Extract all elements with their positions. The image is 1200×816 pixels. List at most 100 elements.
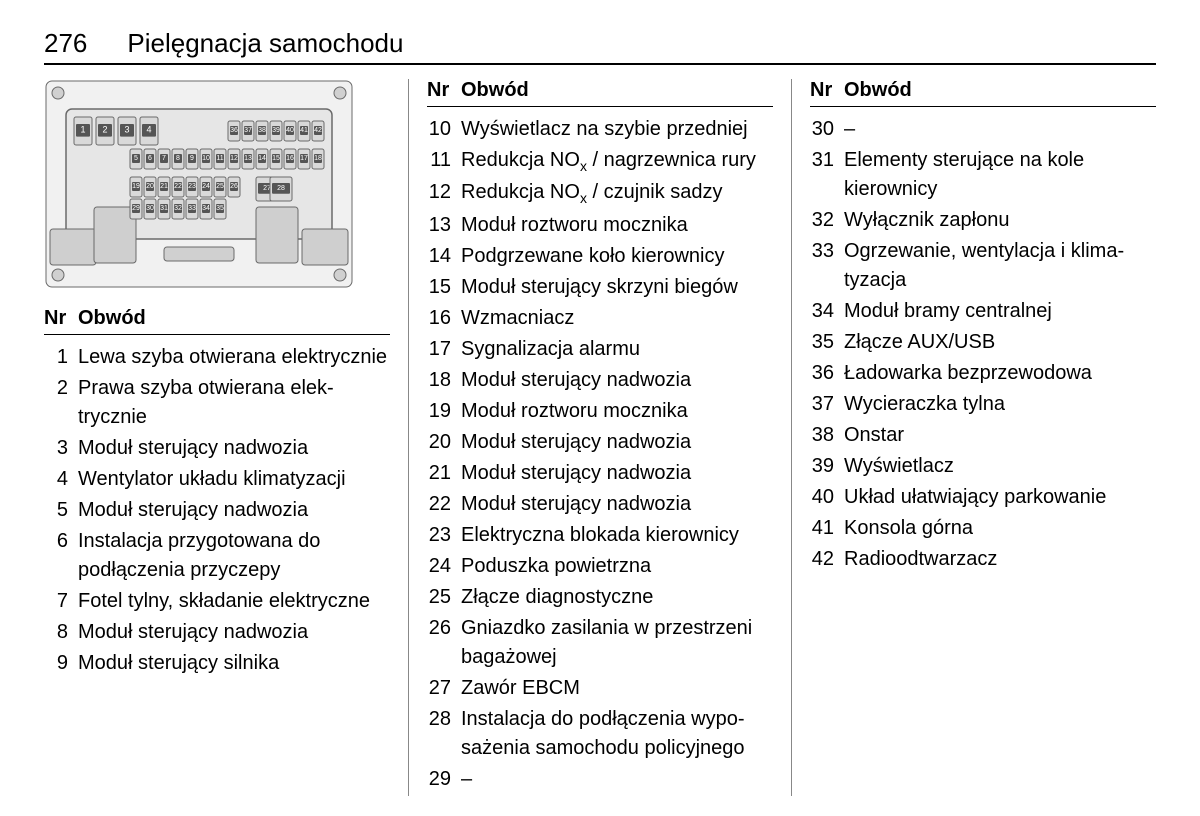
header-nr: Nr (427, 79, 461, 102)
row-number: 24 (427, 552, 461, 581)
row-description: – (461, 765, 773, 794)
row-number: 1 (44, 343, 78, 372)
svg-text:3: 3 (124, 124, 129, 134)
svg-text:9: 9 (190, 155, 194, 162)
table-row: 27Zawór EBCM (427, 674, 773, 703)
row-description: Moduł bramy centralnej (844, 297, 1156, 326)
table-row: 5Moduł sterujący nadwozia (44, 496, 390, 525)
svg-text:25: 25 (216, 183, 224, 190)
table-row: 21Moduł sterujący nadwozia (427, 459, 773, 488)
svg-text:26: 26 (230, 183, 238, 190)
row-number: 41 (810, 514, 844, 543)
svg-text:8: 8 (176, 155, 180, 162)
svg-text:14: 14 (258, 155, 266, 162)
table-row: 15Moduł sterujący skrzyni biegów (427, 273, 773, 302)
table-row: 33Ogrzewanie, wentylacja i klima­tyzacja (810, 237, 1156, 295)
svg-text:23: 23 (188, 183, 196, 190)
table-row: 13Moduł roztworu mocznika (427, 211, 773, 240)
svg-text:13: 13 (244, 155, 252, 162)
row-number: 13 (427, 211, 461, 240)
table-row: 3Moduł sterujący nadwozia (44, 434, 390, 463)
table-row: 36Ładowarka bezprzewodowa (810, 359, 1156, 388)
svg-text:2: 2 (102, 124, 107, 134)
table-row: 17Sygnalizacja alarmu (427, 335, 773, 364)
row-description: Moduł sterujący silnika (78, 649, 390, 678)
row-number: 32 (810, 206, 844, 235)
row-description: Radioodtwarzacz (844, 545, 1156, 574)
row-number: 17 (427, 335, 461, 364)
row-number: 16 (427, 304, 461, 333)
row-description: Redukcja NOx / nagrzewnica rury (461, 146, 773, 176)
row-description: – (844, 115, 1156, 144)
table-row: 18Moduł sterujący nadwozia (427, 366, 773, 395)
row-description: Wyświetlacz na szybie przedniej (461, 115, 773, 144)
table-row: 38Onstar (810, 421, 1156, 450)
table-row: 12Redukcja NOx / czujnik sadzy (427, 178, 773, 208)
header-nr: Nr (44, 307, 78, 330)
row-description: Wzmacniacz (461, 304, 773, 333)
row-number: 40 (810, 483, 844, 512)
table-row: 4Wentylator układu klimatyzacji (44, 465, 390, 494)
fusebox-icon: 1234363738394041425678910111213141516171… (44, 79, 354, 289)
svg-text:18: 18 (314, 155, 322, 162)
row-number: 7 (44, 587, 78, 616)
row-description: Moduł sterujący nadwozia (461, 490, 773, 519)
fuse-list-2: 10Wyświetlacz na szybie przedniej11Reduk… (427, 115, 773, 794)
row-description: Elektryczna blokada kierownicy (461, 521, 773, 550)
svg-text:34: 34 (202, 205, 210, 212)
svg-text:28: 28 (277, 185, 285, 192)
row-number: 31 (810, 146, 844, 204)
page-number: 276 (44, 28, 87, 59)
table-row: 16Wzmacniacz (427, 304, 773, 333)
svg-text:10: 10 (202, 155, 210, 162)
svg-text:40: 40 (286, 127, 294, 134)
table-row: 35Złącze AUX/USB (810, 328, 1156, 357)
table-row: 24Poduszka powietrzna (427, 552, 773, 581)
row-number: 22 (427, 490, 461, 519)
table-row: 37Wycieraczka tylna (810, 390, 1156, 419)
row-number: 19 (427, 397, 461, 426)
svg-text:22: 22 (174, 183, 182, 190)
svg-text:21: 21 (160, 183, 168, 190)
row-description: Redukcja NOx / czujnik sadzy (461, 178, 773, 208)
row-description: Ładowarka bezprzewodowa (844, 359, 1156, 388)
row-description: Moduł sterujący skrzyni biegów (461, 273, 773, 302)
table-row: 29– (427, 765, 773, 794)
table-row: 8Moduł sterujący nadwozia (44, 618, 390, 647)
table-row: 30– (810, 115, 1156, 144)
row-description: Moduł roztworu mocznika (461, 397, 773, 426)
row-number: 35 (810, 328, 844, 357)
svg-text:29: 29 (132, 205, 140, 212)
svg-text:37: 37 (244, 127, 252, 134)
row-number: 4 (44, 465, 78, 494)
table-header: Nr Obwód (427, 79, 773, 107)
content-columns: 1234363738394041425678910111213141516171… (44, 79, 1156, 796)
row-description: Instalacja przygotowana do podłączenia p… (78, 527, 390, 585)
svg-text:38: 38 (258, 127, 266, 134)
row-number: 5 (44, 496, 78, 525)
page: 276 Pielęgnacja samochodu 12343637383940… (0, 0, 1200, 816)
svg-text:33: 33 (188, 205, 196, 212)
row-number: 12 (427, 178, 461, 208)
table-row: 22Moduł sterujący nadwozia (427, 490, 773, 519)
table-row: 42Radioodtwarzacz (810, 545, 1156, 574)
row-description: Elementy sterujące na kole kierownicy (844, 146, 1156, 204)
table-row: 7Fotel tylny, składanie elektryczne (44, 587, 390, 616)
row-description: Układ ułatwiający parkowanie (844, 483, 1156, 512)
page-title: Pielęgnacja samochodu (127, 28, 403, 59)
table-row: 28Instalacja do podłączenia wypo­sażenia… (427, 705, 773, 763)
row-number: 21 (427, 459, 461, 488)
row-number: 9 (44, 649, 78, 678)
row-number: 11 (427, 146, 461, 176)
svg-text:19: 19 (132, 183, 140, 190)
table-row: 40Układ ułatwiający parkowanie (810, 483, 1156, 512)
svg-text:31: 31 (160, 205, 168, 212)
svg-text:4: 4 (146, 124, 151, 134)
table-row: 19Moduł roztworu mocznika (427, 397, 773, 426)
row-description: Wentylator układu klimatyzacji (78, 465, 390, 494)
row-description: Moduł sterujący nadwozia (78, 496, 390, 525)
row-number: 15 (427, 273, 461, 302)
svg-text:7: 7 (162, 155, 166, 162)
svg-text:1: 1 (80, 124, 85, 134)
table-row: 41Konsola górna (810, 514, 1156, 543)
